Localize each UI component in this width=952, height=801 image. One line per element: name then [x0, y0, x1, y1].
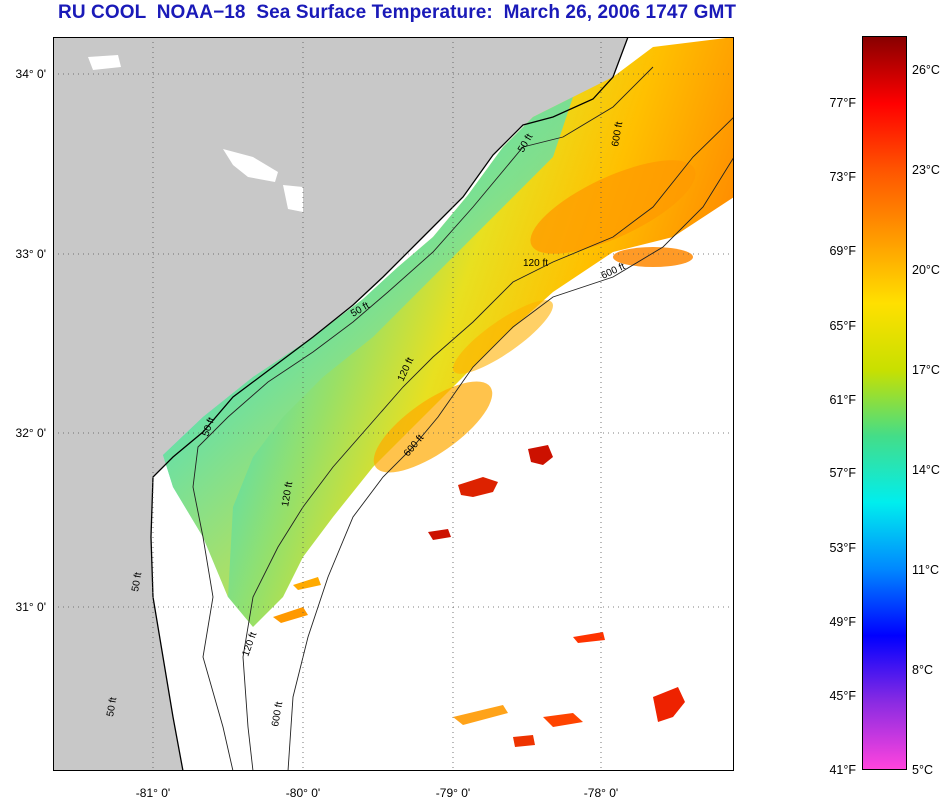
lat-label-33: 33° 0'	[15, 247, 46, 261]
map-canvas: 50 ft 120 ft 600 ft 50 ft 120 ft 600 ft …	[53, 37, 734, 771]
colorbar-label-f: 61°F	[829, 393, 856, 407]
map-title: RU COOL NOAA−18 Sea Surface Temperature:…	[58, 2, 737, 23]
colorbar-label-c: 8°C	[912, 663, 933, 677]
land-area	[53, 37, 628, 771]
lon-label-78: -78° 0'	[583, 786, 619, 800]
sst-map[interactable]: 50 ft 120 ft 600 ft 50 ft 120 ft 600 ft …	[53, 37, 734, 771]
contour-600ft	[287, 156, 734, 771]
colorbar-label-c: 14°C	[912, 463, 940, 477]
contour-label: 600 ft	[610, 121, 625, 148]
colorbar-label-f: 73°F	[829, 170, 856, 184]
contour-label: 120 ft	[240, 631, 259, 658]
lon-label-80: -80° 0'	[285, 786, 321, 800]
colorbar-label-c: 5°C	[912, 763, 933, 777]
colorbar-label-c: 20°C	[912, 263, 940, 277]
colorbar-label-c: 26°C	[912, 63, 940, 77]
map-frame	[53, 37, 734, 771]
colorbar-label-c: 11°C	[912, 563, 940, 577]
warm-eddy	[528, 445, 553, 465]
colorbar-label-c: 23°C	[912, 163, 940, 177]
colorbar-label-f: 53°F	[829, 541, 856, 555]
colorbar-label-c: 17°C	[912, 363, 940, 377]
contour-label: 600 ft	[600, 261, 628, 282]
colorbar-label-f: 57°F	[829, 466, 856, 480]
colorbar-label-f: 45°F	[829, 689, 856, 703]
coastline	[150, 37, 629, 771]
contour-label: 120 ft	[523, 258, 548, 269]
colorbar-label-f: 65°F	[829, 319, 856, 333]
graticule	[53, 37, 734, 771]
lat-label-31: 31° 0'	[15, 600, 46, 614]
lat-label-34: 34° 0'	[15, 67, 46, 81]
lat-label-32: 32° 0'	[15, 426, 46, 440]
contour-label: 50 ft	[130, 571, 144, 592]
contour-label: 50 ft	[105, 696, 119, 717]
contour-label: 120 ft	[280, 481, 295, 508]
lon-label-81: -81° 0'	[135, 786, 171, 800]
colorbar-label-f: 49°F	[829, 615, 856, 629]
contour-120ft	[242, 116, 734, 771]
contour-label: 600 ft	[270, 701, 285, 728]
colorbar-label-f: 41°F	[829, 763, 856, 777]
colorbar-label-f: 77°F	[829, 96, 856, 110]
contour-50ft	[192, 66, 654, 771]
colorbar-label-f: 69°F	[829, 244, 856, 258]
temperature-colorbar	[862, 36, 907, 770]
lon-label-79: -79° 0'	[435, 786, 471, 800]
